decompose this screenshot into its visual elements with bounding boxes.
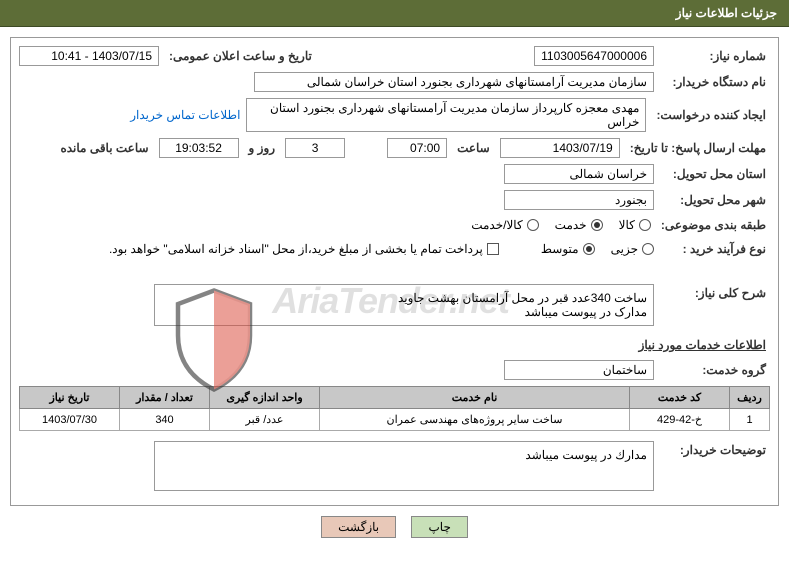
requester-value: مهدی معجزه کارپرداز سازمان مدیریت آرامست… — [246, 98, 646, 132]
need-no-value: 1103005647000006 — [534, 46, 654, 66]
td-unit: عدد/ قبر — [210, 409, 320, 431]
th-row: ردیف — [730, 387, 770, 409]
panel-title: جزئیات اطلاعات نیاز — [676, 6, 777, 20]
row-buyer-org: نام دستگاه خریدار: سازمان مدیریت آرامستا… — [19, 72, 770, 92]
radio-service-label: خدمت — [555, 218, 587, 232]
radio-goods-service-label: کالا/خدمت — [471, 218, 522, 232]
buyer-notes-label: توضیحات خریدار: — [660, 441, 770, 459]
announce-label: تاریخ و ساعت اعلان عمومی: — [165, 47, 316, 65]
row-classification: طبقه بندی موضوعی: کالا خدمت کالا/خدمت — [19, 216, 770, 234]
services-section-title: اطلاعات خدمات مورد نیاز — [19, 336, 770, 354]
radio-minor-label: جزیی — [611, 242, 638, 256]
row-purchase-type: نوع فرآیند خرید : جزیی متوسط پرداخت تمام… — [19, 240, 770, 258]
purchase-type-label: نوع فرآیند خرید : — [660, 240, 770, 258]
radio-medium-label: متوسط — [541, 242, 579, 256]
row-buyer-notes: توضیحات خریدار: مدارك در پیوست میباشد — [19, 441, 770, 491]
td-row: 1 — [730, 409, 770, 431]
buyer-org-label: نام دستگاه خریدار: — [660, 73, 770, 91]
print-button[interactable]: چاپ — [411, 516, 467, 538]
province-value: خراسان شمالی — [504, 164, 654, 184]
table-row: 1 خ-42-429 ساخت سایر پروژه‌های مهندسی عم… — [20, 409, 770, 431]
radio-service-dot — [591, 219, 603, 231]
buyer-org-value: سازمان مدیریت آرامستانهای شهرداری بجنورد… — [254, 72, 654, 92]
classification-label: طبقه بندی موضوعی: — [657, 216, 770, 234]
radio-goods-service[interactable]: کالا/خدمت — [471, 218, 538, 232]
deadline-date: 1403/07/19 — [500, 138, 620, 158]
row-requester: ایجاد کننده درخواست: مهدی معجزه کارپرداز… — [19, 98, 770, 132]
radio-goods-label: کالا — [619, 218, 635, 232]
td-code: خ-42-429 — [630, 409, 730, 431]
need-no-label: شماره نیاز: — [660, 47, 770, 65]
remain-label: ساعت باقی مانده — [56, 139, 152, 157]
buyer-notes-value: مدارك در پیوست میباشد — [154, 441, 654, 491]
table-header-row: ردیف کد خدمت نام خدمت واحد اندازه گیری ت… — [20, 387, 770, 409]
td-name: ساخت سایر پروژه‌های مهندسی عمران — [320, 409, 630, 431]
back-button[interactable]: بازگشت — [321, 516, 396, 538]
td-date: 1403/07/30 — [20, 409, 120, 431]
content-area: شماره نیاز: 1103005647000006 تاریخ و ساع… — [0, 27, 789, 558]
remain-hms: 19:03:52 — [159, 138, 239, 158]
city-label: شهر محل تحویل: — [660, 191, 770, 209]
service-group-label: گروه خدمت: — [660, 361, 770, 379]
radio-goods[interactable]: کالا — [619, 218, 651, 232]
row-deadline: مهلت ارسال پاسخ: تا تاریخ: 1403/07/19 سا… — [19, 138, 770, 158]
radio-medium[interactable]: متوسط — [541, 242, 595, 256]
radio-goods-service-dot — [527, 219, 539, 231]
service-group-value: ساختمان — [504, 360, 654, 380]
province-label: استان محل تحویل: — [660, 165, 770, 183]
need-desc-value: ساخت 340عدد قبر در محل آرامستان بهشت جاو… — [154, 284, 654, 326]
remain-days: 3 — [285, 138, 345, 158]
services-table: ردیف کد خدمت نام خدمت واحد اندازه گیری ت… — [19, 386, 770, 431]
need-desc-label: شرح کلی نیاز: — [660, 284, 770, 302]
treasury-label: پرداخت تمام یا بخشی از مبلغ خرید،از محل … — [109, 242, 483, 256]
buyer-contact-link[interactable]: اطلاعات تماس خریدار — [130, 108, 240, 122]
announce-value: 1403/07/15 - 10:41 — [19, 46, 159, 66]
td-qty: 340 — [120, 409, 210, 431]
treasury-checkbox[interactable]: پرداخت تمام یا بخشی از مبلغ خرید،از محل … — [109, 242, 499, 256]
row-province: استان محل تحویل: خراسان شمالی — [19, 164, 770, 184]
row-need-no: شماره نیاز: 1103005647000006 تاریخ و ساع… — [19, 46, 770, 66]
th-code: کد خدمت — [630, 387, 730, 409]
requester-label: ایجاد کننده درخواست: — [652, 106, 770, 124]
row-service-group: گروه خدمت: ساختمان — [19, 360, 770, 380]
days-and-label: روز و — [245, 139, 280, 157]
th-unit: واحد اندازه گیری — [210, 387, 320, 409]
radio-service[interactable]: خدمت — [555, 218, 603, 232]
city-value: بجنورد — [504, 190, 654, 210]
th-name: نام خدمت — [320, 387, 630, 409]
th-qty: تعداد / مقدار — [120, 387, 210, 409]
th-date: تاریخ نیاز — [20, 387, 120, 409]
radio-medium-dot — [583, 243, 595, 255]
radio-goods-dot — [639, 219, 651, 231]
row-need-desc: شرح کلی نیاز: ساخت 340عدد قبر در محل آرا… — [19, 284, 770, 326]
radio-minor-dot — [642, 243, 654, 255]
main-frame: شماره نیاز: 1103005647000006 تاریخ و ساع… — [10, 37, 779, 506]
panel-header: جزئیات اطلاعات نیاز — [0, 0, 789, 27]
time-label: ساعت — [453, 139, 494, 157]
deadline-label: مهلت ارسال پاسخ: تا تاریخ: — [626, 139, 770, 157]
radio-minor[interactable]: جزیی — [611, 242, 654, 256]
deadline-time: 07:00 — [387, 138, 447, 158]
button-row: چاپ بازگشت — [10, 506, 779, 548]
row-city: شهر محل تحویل: بجنورد — [19, 190, 770, 210]
treasury-checkbox-box — [487, 243, 499, 255]
